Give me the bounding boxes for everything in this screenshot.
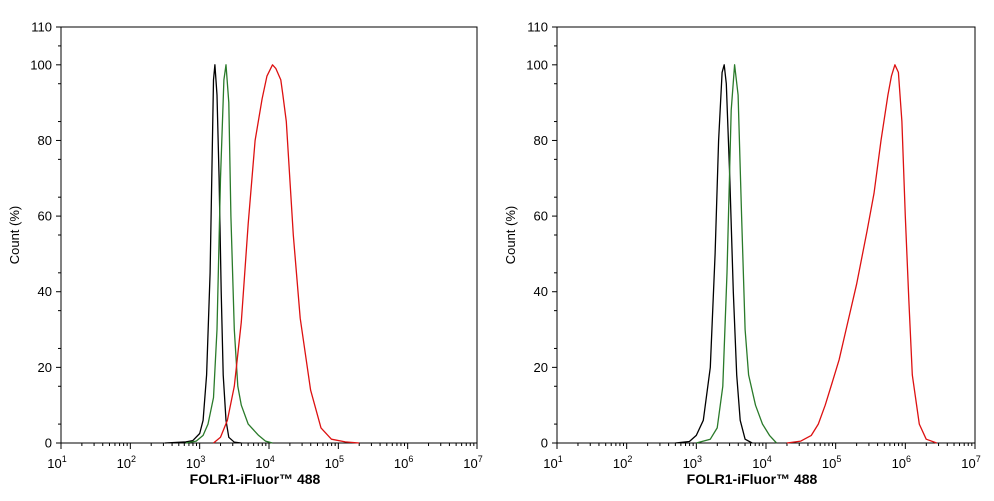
series-control-black	[675, 64, 753, 444]
y-tick-label: 80	[38, 133, 52, 148]
x-tick-label: 104	[255, 454, 274, 471]
y-axis-label: Count (%)	[503, 206, 518, 265]
y-tick-label: 20	[38, 360, 52, 375]
histogram-panel-left: 0 20 40 60 80 100 110 101 102 103 104 105 106 107 FOLR…	[7, 20, 483, 488]
y-tick-label: 20	[534, 360, 548, 375]
y-tick-label: 100	[526, 57, 548, 72]
series-sample-red	[213, 64, 360, 444]
y-axis-label: Count (%)	[7, 206, 22, 265]
y-tick-label: 60	[534, 209, 548, 224]
y-tick-label: 0	[45, 436, 52, 451]
y-tick-label: 60	[38, 209, 52, 224]
y-tick-label: 110	[31, 20, 52, 35]
x-tick-label: 103	[683, 454, 702, 471]
x-tick-label: 107	[463, 454, 482, 471]
x-tick-label: 106	[394, 454, 413, 471]
y-tick-label: 40	[534, 284, 548, 299]
series-isotype-green	[696, 64, 777, 444]
y-tick-label: 80	[534, 133, 548, 148]
series-isotype-green	[185, 64, 273, 444]
x-axis-label: FOLR1-iFluor™ 488	[687, 471, 818, 487]
x-tick-label: 102	[117, 454, 136, 471]
plot-frame	[60, 26, 478, 444]
histogram-panel-right: 0 20 40 60 80 100 110 101 102 103 104 105 106 107 FOLR…	[503, 20, 981, 488]
x-tick-label: 101	[543, 454, 562, 471]
y-tick-label: 110	[527, 20, 548, 35]
plot-frame	[556, 26, 976, 444]
y-tick-label: 0	[541, 436, 548, 451]
x-tick-label: 106	[892, 454, 911, 471]
series-control-black	[164, 64, 242, 444]
y-tick-label: 100	[30, 57, 52, 72]
y-tick-label: 40	[38, 284, 52, 299]
x-tick-label: 102	[613, 454, 632, 471]
x-tick-label: 101	[47, 454, 66, 471]
x-axis-label: FOLR1-iFluor™ 488	[190, 471, 321, 487]
x-tick-label: 104	[752, 454, 771, 471]
series-sample-red	[786, 64, 937, 444]
x-tick-label: 105	[325, 454, 344, 471]
x-tick-label: 103	[186, 454, 205, 471]
x-tick-label: 107	[961, 454, 980, 471]
x-tick-label: 105	[822, 454, 841, 471]
